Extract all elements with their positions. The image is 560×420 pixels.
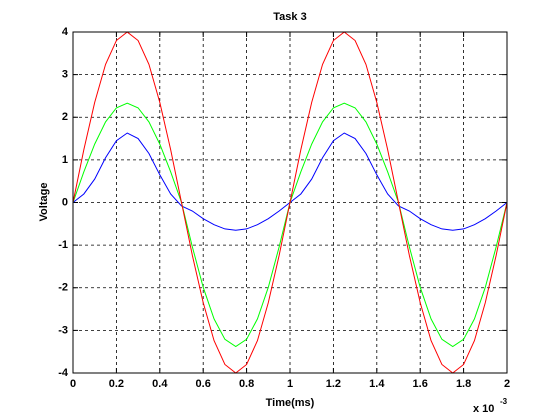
- y-tick-label: -2: [58, 282, 68, 294]
- x-axis-label: Time(ms): [266, 397, 315, 409]
- series-line: [72, 31, 508, 374]
- x-tick-label: 1.6: [413, 378, 428, 390]
- x-tick-label: 1.4: [369, 378, 385, 390]
- x-tick-label: 0.6: [196, 378, 211, 390]
- x-tick-label: 0.4: [152, 378, 168, 390]
- x-tick-label: 0.2: [109, 378, 124, 390]
- x-tick-label: 0: [70, 378, 76, 390]
- chart-title: Task 3: [273, 11, 306, 23]
- plot-frame: [72, 31, 508, 374]
- y-axis-label: Voltage: [38, 183, 50, 222]
- x-tick-label: 1.2: [326, 378, 341, 390]
- y-tick-label: 3: [62, 69, 68, 81]
- x-multiplier-exponent: -3: [500, 397, 508, 406]
- y-tick-label: 4: [62, 26, 69, 38]
- y-tick-label: -4: [58, 367, 69, 379]
- x-tick-label: 1: [287, 378, 293, 390]
- y-tick-label: 2: [62, 111, 68, 123]
- x-tick-label: 1.8: [456, 378, 471, 390]
- x-tick-label: 2: [504, 378, 510, 390]
- y-tick-label: -3: [58, 324, 68, 336]
- y-tick-label: -1: [58, 239, 68, 251]
- x-tick-label: 0.8: [239, 378, 254, 390]
- y-tick-label: 1: [62, 154, 68, 166]
- y-tick-label: 0: [62, 196, 68, 208]
- x-multiplier: x 10: [473, 403, 494, 415]
